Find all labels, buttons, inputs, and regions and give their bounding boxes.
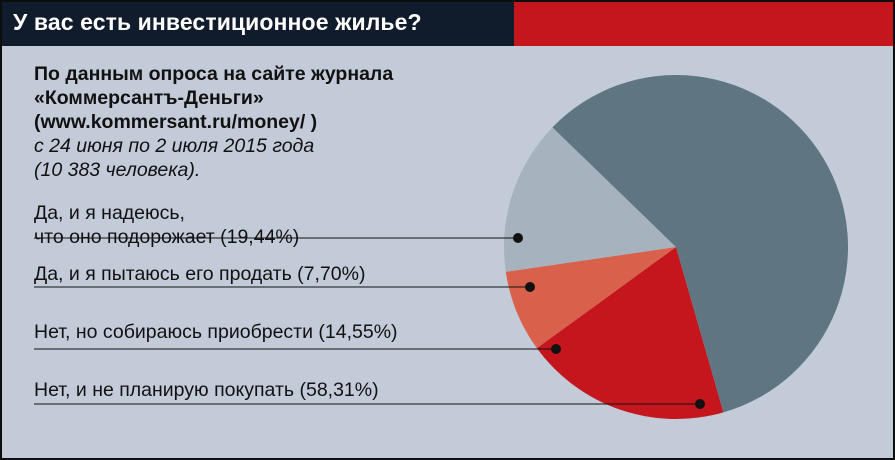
slice-label-line: Да, и я пытаюсь его продать (7,70%) xyxy=(34,263,366,285)
leader-dot xyxy=(525,282,535,292)
source-line-3: (www.kommersant.ru/money/ ) xyxy=(34,111,318,133)
pie-slice-no-plan xyxy=(552,75,849,413)
source-line-5: (10 383 человека). xyxy=(34,159,201,181)
pie-slice-no-buy xyxy=(504,127,676,272)
title-accent-bar xyxy=(514,2,893,46)
slice-label-line: Да, и я надеюсь, xyxy=(34,202,185,224)
slice-label-yes-sell: Да, и я пытаюсь его продать (7,70%) xyxy=(34,262,365,286)
slice-label-yes-appreciate: Да, и я надеюсь, что оно подорожает (19,… xyxy=(34,201,299,249)
chart-title: У вас есть инвестиционное жилье? xyxy=(13,9,422,35)
source-line-4: с 24 июня по 2 июля 2015 года xyxy=(34,135,315,157)
leader-dot xyxy=(551,344,561,354)
source-line-2: «Коммерсантъ-Деньги» xyxy=(34,87,264,109)
slice-label-line: Нет, но собираюсь приобрести (14,55%) xyxy=(34,321,398,343)
source-line-1: По данным опроса на сайте журнала xyxy=(34,63,394,85)
slice-label-line: Нет, и не планирую покупать (58,31%) xyxy=(34,379,379,401)
pie-slice-yes-sell xyxy=(505,247,676,349)
pie-slice-yes-appreciate xyxy=(536,247,724,420)
survey-source: По данным опроса на сайте журнала «Комме… xyxy=(34,62,393,182)
leader-dot xyxy=(513,233,523,243)
slice-label-line: что оно подорожает (19,44%) xyxy=(34,226,300,248)
slice-label-no-plan: Нет, и не планирую покупать (58,31%) xyxy=(34,378,379,402)
leader-dot xyxy=(695,399,705,409)
title-bar xyxy=(2,2,514,46)
slice-label-no-buy: Нет, но собираюсь приобрести (14,55%) xyxy=(34,320,398,344)
